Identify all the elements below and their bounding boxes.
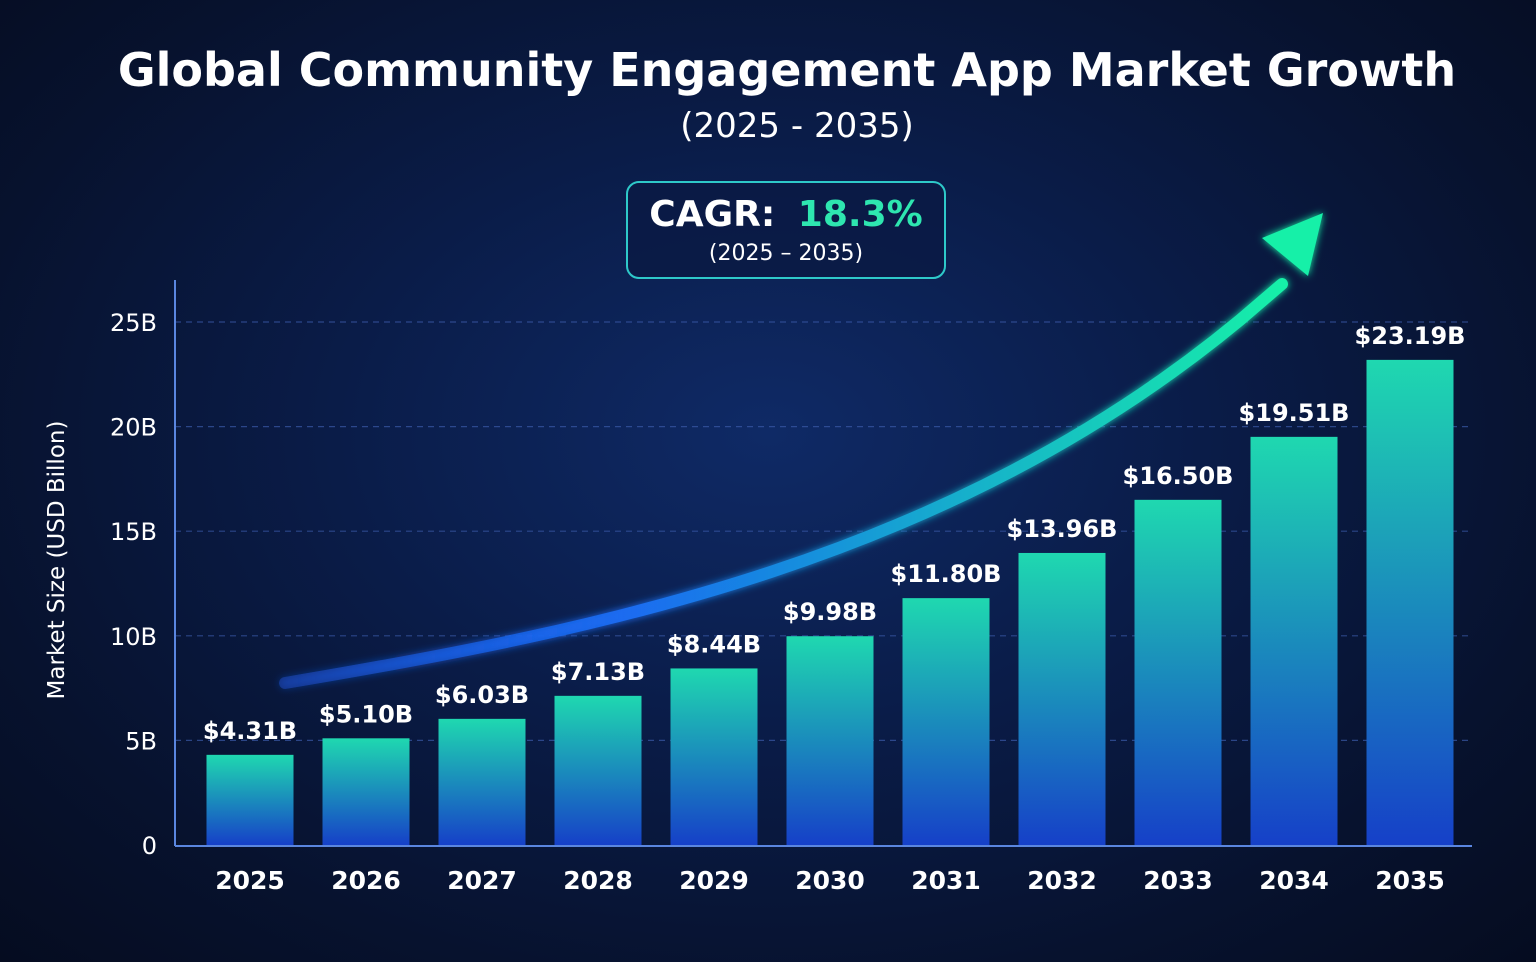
bar-2027 [438,718,526,845]
chart-subtitle: (2025 - 2035) [680,106,913,146]
y-tick-label: 0 [142,832,157,860]
x-tick-label-2025: 2025 [215,866,285,895]
cagr-label: CAGR: [649,194,775,235]
bar-2030 [786,636,874,845]
y-axis-label: Market Size (USD Billon) [44,421,70,700]
x-tick-label-2029: 2029 [679,866,749,895]
y-tick-label: 15B [110,518,157,546]
value-label-2031: $11.80B [891,560,1002,588]
y-tick-label: 20B [110,414,157,442]
value-label-2032: $13.96B [1007,515,1118,543]
x-tick-label-2035: 2035 [1375,866,1445,895]
value-label-2025: $4.31B [203,717,297,745]
bars [206,359,1454,845]
x-tick-label-2032: 2032 [1027,866,1097,895]
x-tick-label-2031: 2031 [911,866,981,895]
x-tick-label-2033: 2033 [1143,866,1213,895]
bar-2028 [554,695,642,845]
bar-2032 [1018,552,1106,845]
growth-arrow [279,213,1323,689]
value-label-2029: $8.44B [667,630,761,658]
bar-2034 [1250,436,1338,845]
value-label-2030: $9.98B [783,598,877,626]
x-tick-label-2034: 2034 [1259,866,1329,895]
value-label-2027: $6.03B [435,681,529,709]
cagr-value: 18.3% [798,194,923,235]
value-label-2035: $23.19B [1355,322,1466,350]
value-label-2033: $16.50B [1123,462,1234,490]
bar-2035 [1366,359,1454,845]
x-tick-label-2026: 2026 [331,866,401,895]
cagr-annotation-box: CAGR: 18.3% (2025 – 2035) [626,181,946,279]
bar-2033 [1134,499,1222,845]
bar-2026 [322,738,410,845]
bar-2025 [206,754,294,845]
value-labels: $4.31B $5.10B $6.03B $7.13B $8.44B $9.98B $11.… [203,322,1466,745]
y-ticks: 0 5B 10B 15B 20B 25B [110,309,157,860]
bar-2029 [670,668,758,845]
x-tick-label-2028: 2028 [563,866,633,895]
cagr-period: (2025 – 2035) [709,241,863,266]
value-label-2034: $19.51B [1239,399,1350,427]
value-label-2028: $7.13B [551,658,645,686]
x-ticks: 2025 2026 2027 2028 2029 2030 2031 2032 2033 2034… [215,866,1445,895]
axes [174,280,1472,847]
x-tick-label-2027: 2027 [447,866,517,895]
growth-arrow-body [279,278,1288,689]
chart-title: Global Community Engagement App Market G… [118,43,1456,97]
value-label-2026: $5.10B [319,700,413,728]
y-tick-label: 10B [110,623,157,651]
y-tick-label: 5B [125,727,157,755]
x-tick-label-2030: 2030 [795,866,865,895]
bar-2031 [902,598,990,845]
svg-text:CAGR: 18.3%: CAGR: 18.3% [649,194,922,235]
growth-arrow-head [1262,213,1323,276]
y-tick-label: 25B [110,309,157,337]
